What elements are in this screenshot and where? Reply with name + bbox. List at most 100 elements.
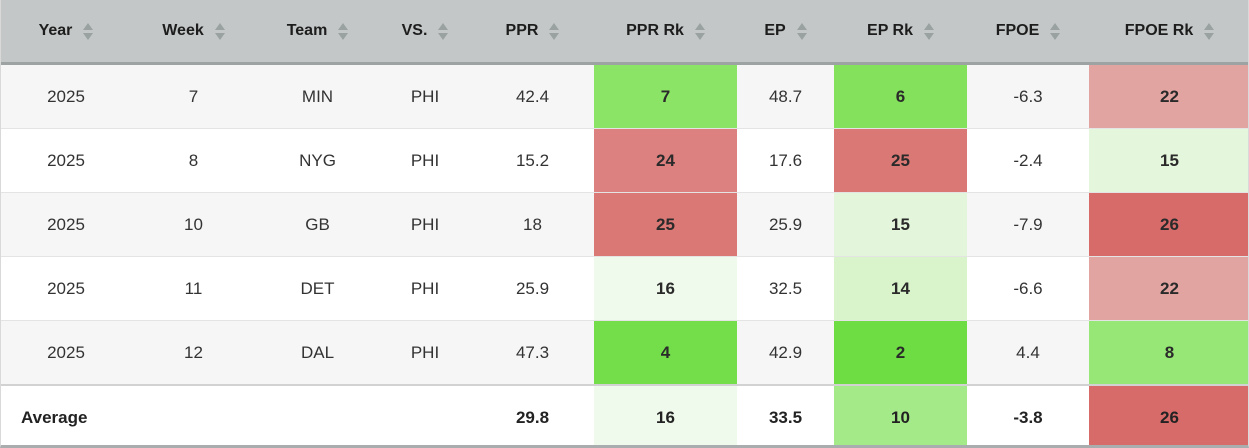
sort-asc-icon [438, 22, 449, 30]
sort-desc-icon [694, 32, 705, 40]
cell-week: 10 [131, 192, 256, 257]
cell-fpoe-rank: 26 [1089, 192, 1248, 257]
average-row: Average 29.8 16 33.5 10 -3.8 26 [1, 384, 1248, 445]
cell-year: 2025 [1, 256, 131, 321]
table-body: 2025 7 MIN PHI 42.4 7 48.7 6 -6.3 22 202… [1, 63, 1248, 445]
cell-ppr: 42.4 [471, 63, 594, 129]
cell-ppr-rank: 24 [594, 128, 737, 193]
sort-desc-icon [1050, 32, 1061, 40]
cell-ppr: 29.8 [471, 384, 594, 445]
sort-arrows-icon [796, 22, 807, 40]
cell-team: DAL [256, 320, 379, 385]
cell-ppr: 25.9 [471, 256, 594, 321]
cell-ppr-rank: 4 [594, 320, 737, 385]
table-row: 2025 7 MIN PHI 42.4 7 48.7 6 -6.3 22 [1, 63, 1248, 129]
cell-week [131, 384, 256, 445]
table-row: 2025 11 DET PHI 25.9 16 32.5 14 -6.6 22 [1, 256, 1248, 321]
cell-week: 11 [131, 256, 256, 321]
cell-fpoe: -2.4 [967, 128, 1089, 193]
sort-desc-icon [549, 32, 560, 40]
cell-ep: 33.5 [737, 384, 834, 445]
sort-desc-icon [1204, 32, 1215, 40]
col-header-label: Year [38, 22, 73, 39]
col-header-label: EP [764, 22, 786, 39]
col-header-fpoe[interactable]: FPOE [967, 0, 1089, 65]
sort-desc-icon [338, 32, 349, 40]
cell-fpoe: -6.6 [967, 256, 1089, 321]
table-header: Year Week Team VS. PPR PPR Rk EP EP Rk F… [1, 0, 1248, 65]
table-row: 2025 10 GB PHI 18 25 25.9 15 -7.9 26 [1, 192, 1248, 257]
sort-desc-icon [438, 32, 449, 40]
sort-asc-icon [1050, 22, 1061, 30]
col-header-ep[interactable]: EP [737, 0, 834, 65]
cell-fpoe-rank: 22 [1089, 63, 1248, 129]
cell-ep-rank: 6 [834, 63, 967, 129]
cell-year: 2025 [1, 320, 131, 385]
sort-arrows-icon [214, 22, 225, 40]
col-header-vs[interactable]: VS. [379, 0, 471, 65]
sort-asc-icon [549, 22, 560, 30]
col-header-label: EP Rk [867, 22, 913, 39]
cell-fpoe-rank: 15 [1089, 128, 1248, 193]
sort-arrows-icon [83, 22, 94, 40]
cell-ppr-rank: 7 [594, 63, 737, 129]
cell-vs: PHI [379, 128, 471, 193]
cell-ep-rank: 10 [834, 384, 967, 445]
cell-year: 2025 [1, 128, 131, 193]
cell-team: NYG [256, 128, 379, 193]
table-row: 2025 8 NYG PHI 15.2 24 17.6 25 -2.4 15 [1, 128, 1248, 193]
cell-vs [379, 384, 471, 445]
col-header-ppr-rk[interactable]: PPR Rk [594, 0, 737, 65]
sort-asc-icon [338, 22, 349, 30]
cell-fpoe: -6.3 [967, 63, 1089, 129]
sort-asc-icon [694, 22, 705, 30]
cell-fpoe: 4.4 [967, 320, 1089, 385]
cell-ppr-rank: 16 [594, 256, 737, 321]
sort-arrows-icon [438, 22, 449, 40]
cell-ep-rank: 14 [834, 256, 967, 321]
col-header-fpoe-rk[interactable]: FPOE Rk [1089, 0, 1248, 65]
cell-ep-rank: 2 [834, 320, 967, 385]
cell-team [256, 384, 379, 445]
sort-desc-icon [796, 32, 807, 40]
cell-vs: PHI [379, 63, 471, 129]
cell-ep-rank: 15 [834, 192, 967, 257]
cell-team: MIN [256, 63, 379, 129]
cell-vs: PHI [379, 320, 471, 385]
cell-vs: PHI [379, 192, 471, 257]
col-header-label: Week [162, 22, 204, 39]
cell-fpoe: -3.8 [967, 384, 1089, 445]
col-header-team[interactable]: Team [256, 0, 379, 65]
col-header-label: Team [286, 22, 328, 39]
cell-ep-rank: 25 [834, 128, 967, 193]
col-header-label: FPOE Rk [1124, 22, 1194, 39]
cell-fpoe: -7.9 [967, 192, 1089, 257]
sort-desc-icon [83, 32, 94, 40]
sort-asc-icon [1204, 22, 1215, 30]
cell-week: 12 [131, 320, 256, 385]
cell-ppr-rank: 25 [594, 192, 737, 257]
col-header-ep-rk[interactable]: EP Rk [834, 0, 967, 65]
cell-ep: 25.9 [737, 192, 834, 257]
cell-ep: 48.7 [737, 63, 834, 129]
col-header-label: VS. [401, 22, 428, 39]
sort-arrows-icon [1204, 22, 1215, 40]
sort-arrows-icon [338, 22, 349, 40]
cell-fpoe-rank: 26 [1089, 384, 1248, 445]
col-header-label: PPR [505, 22, 539, 39]
sort-asc-icon [796, 22, 807, 30]
col-header-ppr[interactable]: PPR [471, 0, 594, 65]
sort-arrows-icon [923, 22, 934, 40]
cell-year: 2025 [1, 63, 131, 129]
cell-ep: 32.5 [737, 256, 834, 321]
cell-ppr: 18 [471, 192, 594, 257]
col-header-week[interactable]: Week [131, 0, 256, 65]
sort-asc-icon [923, 22, 934, 30]
sort-asc-icon [83, 22, 94, 30]
cell-vs: PHI [379, 256, 471, 321]
col-header-year[interactable]: Year [1, 0, 131, 65]
cell-ppr: 15.2 [471, 128, 594, 193]
cell-week: 7 [131, 63, 256, 129]
